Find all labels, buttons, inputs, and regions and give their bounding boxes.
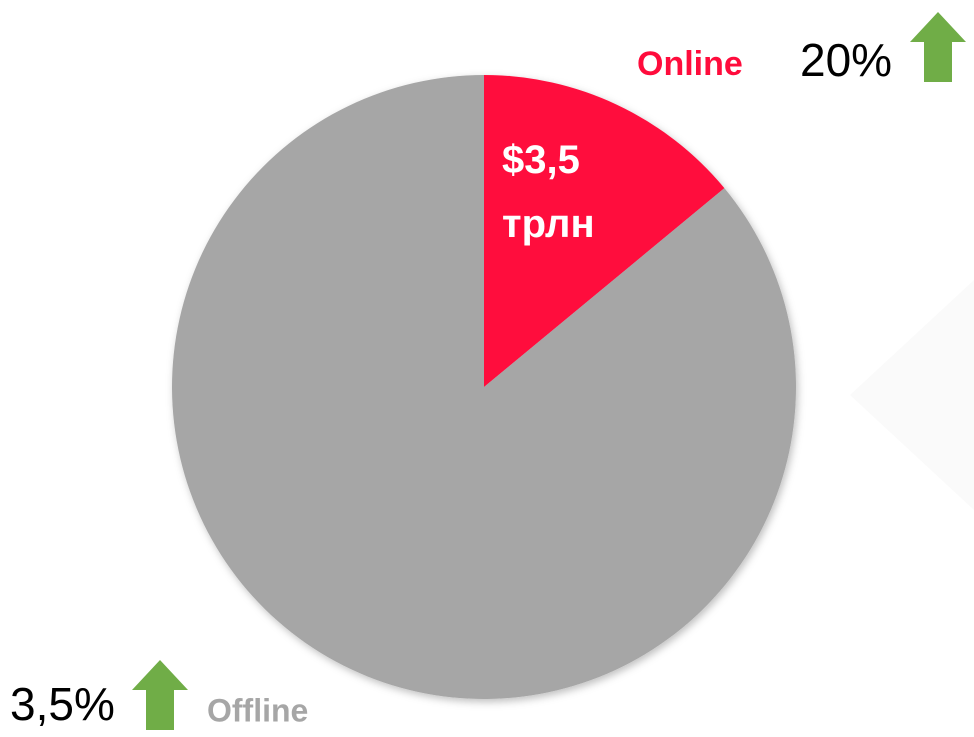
growth-label: 20% [800,34,892,86]
pie [172,75,796,699]
growth-arrow [910,12,966,82]
data-label: $3,5 трлн [502,138,595,246]
growth-arrow [132,660,188,730]
pie-slice [172,75,796,699]
pie-slice [484,75,725,387]
legend-label: Offline [207,692,308,728]
legend-label: Online [637,45,743,83]
growth-label: 3,5% [10,678,115,730]
background-shape [850,280,974,510]
